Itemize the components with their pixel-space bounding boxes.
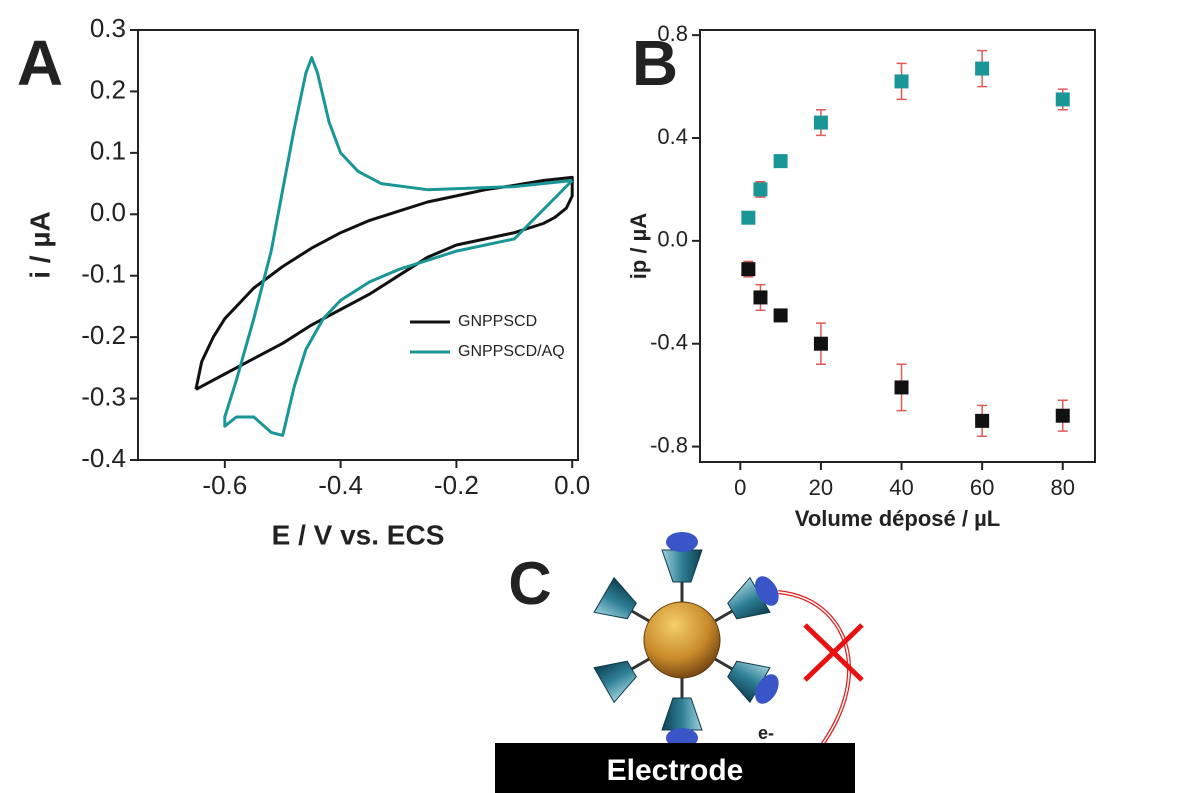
data-point (813, 115, 828, 130)
data-point (894, 380, 909, 395)
data-point (894, 74, 909, 89)
y-tick-label: -0.8 (650, 432, 688, 457)
y-tick-label: 0.0 (657, 227, 688, 252)
diagram-c: C e- Electrode (495, 532, 864, 793)
electrode (495, 743, 855, 793)
data-point (753, 290, 768, 305)
data-point (813, 336, 828, 351)
legend-label: GNPPSCD (458, 313, 537, 330)
y-tick-label: -0.1 (81, 259, 126, 289)
data-point (773, 154, 788, 169)
plot-frame (137, 29, 579, 461)
y-tick-label: 0.8 (657, 21, 688, 46)
y-tick-label: -0.4 (81, 443, 126, 473)
x-tick-label: 40 (889, 475, 913, 500)
electrode-label: Electrode (607, 754, 744, 787)
data-point (1055, 92, 1070, 107)
y-tick-label: -0.3 (81, 381, 126, 411)
data-point (773, 308, 788, 323)
y-tick-label: 0.4 (657, 124, 688, 149)
data-point (975, 61, 990, 76)
y-tick-label: -0.4 (650, 330, 688, 355)
legend-label: GNPPSCD/AQ (458, 343, 565, 360)
y-tick-label: 0.1 (90, 136, 126, 166)
data-point (975, 413, 990, 428)
x-axis-title: Volume déposé / µL (795, 506, 1000, 531)
x-tick-label: 0 (734, 475, 746, 500)
chart-panel: A -0.6 -0.4 -0.2 0.0 -0.4 -0.3 -0.2 -0.1 0.0 0.1 0.… (17, 13, 590, 551)
nanoparticle-assembly (593, 532, 779, 748)
cv-curve (223, 56, 574, 437)
plot-frame (699, 29, 1096, 463)
x-tick-label: 80 (1051, 475, 1075, 500)
x-tick-label: 60 (970, 475, 994, 500)
panel-label: C (508, 550, 551, 617)
data-point (741, 262, 756, 277)
panel-label: B (632, 27, 678, 99)
data-point (753, 182, 768, 197)
x-tick-label: 0.0 (554, 470, 590, 500)
y-tick-label: 0.3 (90, 13, 126, 43)
electron-label: e- (758, 723, 774, 743)
x-tick-label: 20 (809, 475, 833, 500)
y-tick-label: -0.2 (81, 320, 126, 350)
data-point (1055, 408, 1070, 423)
data-point (741, 210, 756, 225)
y-axis-title: ip / µA (626, 213, 651, 280)
chart-panel: B 0 20 40 60 80 -0.8 -0.4 0.0 0.4 0.8 Volume déposé… (626, 21, 1096, 531)
y-axis-title: i / µA (24, 211, 55, 278)
x-axis-title: E / V vs. ECS (272, 519, 445, 550)
y-tick-label: 0.2 (90, 74, 126, 104)
x-tick-label: -0.6 (202, 470, 247, 500)
cv-curve (194, 175, 574, 391)
panel-label: A (17, 27, 63, 99)
x-tick-label: -0.4 (318, 470, 363, 500)
y-tick-label: 0.0 (90, 197, 126, 227)
x-tick-label: -0.2 (434, 470, 479, 500)
